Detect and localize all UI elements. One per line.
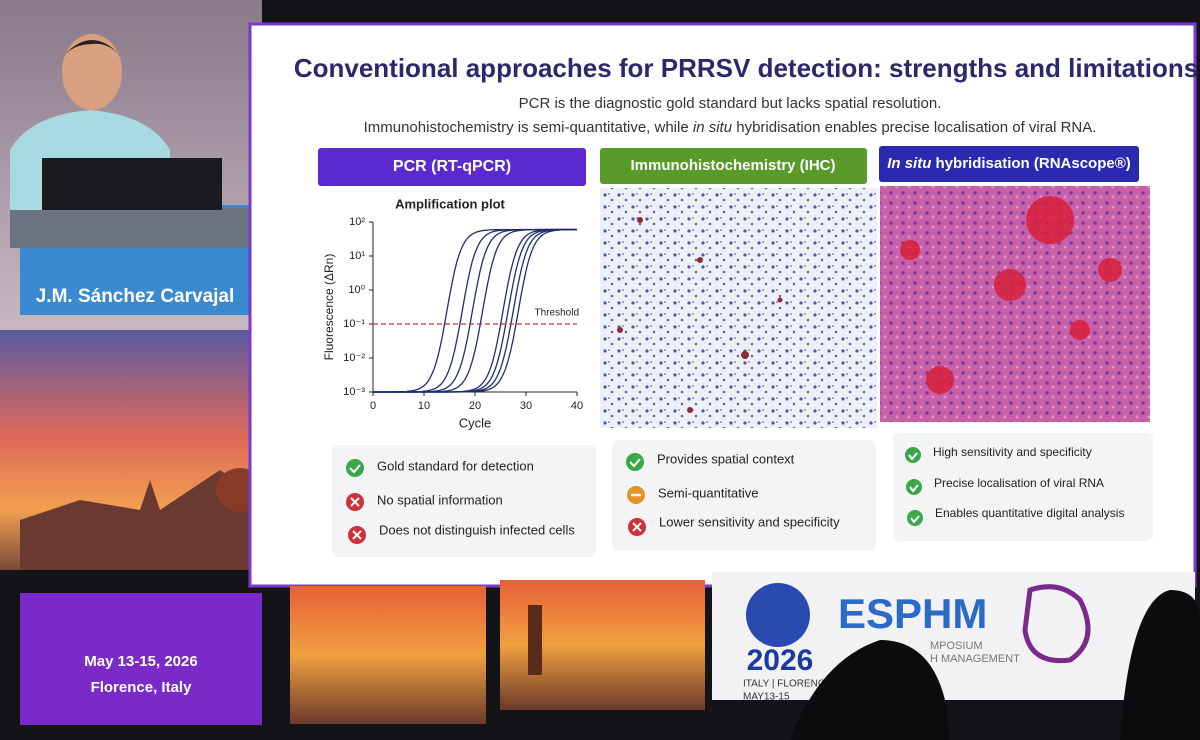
bullet: Does not distinguish infected cells	[379, 522, 575, 537]
amplification-plot: Amplification plot Cycle Fluorescence (ΔRn…	[322, 196, 583, 430]
check-mark	[910, 515, 920, 524]
y-tick-label: 10⁻²	[343, 352, 365, 364]
y-tick-label: 10²	[349, 216, 365, 228]
check-icon	[905, 447, 921, 463]
bullet: Precise localisation of viral RNA	[934, 476, 1104, 490]
logo-name: ESPHM	[838, 590, 987, 637]
city-photo	[290, 586, 486, 724]
audience-head	[1120, 590, 1200, 740]
column-header	[318, 148, 586, 186]
bullet-box	[612, 440, 876, 550]
x-tick-label: 20	[469, 400, 481, 412]
logo-place: ITALY | FLORENCE	[743, 679, 832, 690]
speaker-name: J.M. Sánchez Carvajal	[36, 286, 235, 307]
ish-signal	[900, 196, 1122, 394]
slide-title: Conventional approaches for PRRSV detect…	[294, 53, 1198, 83]
header-part: hybridisation (RNAscope®)	[931, 155, 1130, 172]
y-tick-label: 10¹	[349, 250, 365, 262]
ish-image	[880, 186, 1150, 422]
event-place: Florence, Italy	[91, 679, 193, 696]
speaker-head	[62, 34, 122, 110]
cross-mark	[632, 522, 642, 532]
x-axis-label: Cycle	[459, 415, 492, 430]
podium-top	[10, 208, 250, 248]
skyline	[20, 470, 262, 570]
column-header-text: In situ hybridisation (RNAscope®)	[887, 155, 1131, 172]
check-icon	[906, 479, 922, 495]
ihc-stain	[617, 217, 783, 413]
date-panel	[20, 593, 262, 725]
check-mark	[629, 458, 641, 468]
subtitle: Immunohistochemistry is semi-quantitativ…	[364, 119, 1097, 136]
x-tick-label: 30	[520, 400, 532, 412]
bullet: Semi-quantitative	[658, 485, 758, 500]
logo-sub: MPOSIUM	[930, 640, 983, 652]
subtitle-part: hybridisation enables precise localisati…	[732, 119, 1096, 136]
y-tick-label: 10⁻¹	[343, 318, 365, 330]
y-tick-label: 10⁻³	[343, 386, 365, 398]
bullet: Lower sensitivity and specificity	[659, 514, 840, 529]
amplification-curve	[373, 228, 577, 393]
eu-logo	[746, 583, 810, 647]
column-header	[600, 148, 867, 184]
cross-mark	[352, 530, 362, 540]
column-header-text: Immunohistochemistry (IHC)	[630, 157, 835, 174]
subtitle: PCR is the diagnostic gold standard but …	[519, 95, 942, 112]
plot-title: Amplification plot	[395, 196, 505, 211]
bullet-box	[332, 445, 596, 557]
event-dates: May 13-15, 2026	[84, 653, 197, 670]
logo-sub: H MANAGEMENT	[930, 653, 1020, 665]
logo-dates: MAY13-15	[743, 692, 790, 703]
check-icon	[907, 510, 923, 526]
check-mark	[908, 452, 918, 461]
x-tick-label: 10	[418, 400, 430, 412]
x-tick-label: 40	[571, 400, 583, 412]
tower	[528, 605, 542, 675]
header-part: In situ	[887, 155, 931, 172]
monitor	[42, 158, 222, 210]
ihc-image	[600, 188, 877, 428]
y-axis-label: Fluorescence (ΔRn)	[322, 254, 336, 361]
subtitle-part: Immunohistochemistry is semi-quantitativ…	[364, 119, 693, 136]
check-icon	[626, 453, 644, 471]
check-icon	[346, 459, 364, 477]
threshold-label: Threshold	[535, 308, 579, 319]
column-header-text: PCR (RT-qPCR)	[393, 158, 511, 175]
bullet: Provides spatial context	[657, 451, 795, 466]
column-header	[879, 146, 1139, 182]
check-mark	[909, 484, 919, 493]
audience-head	[790, 640, 950, 740]
bullet-box	[893, 433, 1153, 541]
y-tick-label: 10⁰	[348, 284, 365, 296]
bullet: High sensitivity and specificity	[933, 445, 1092, 459]
logo-year: 2026	[747, 644, 814, 677]
subtitle-part: in situ	[693, 119, 733, 136]
speaker-hair	[60, 40, 124, 60]
bullet: Enables quantitative digital analysis	[935, 506, 1124, 520]
pig-logo	[1022, 584, 1091, 664]
x-tick-label: 0	[370, 400, 376, 412]
bullet: No spatial information	[377, 492, 503, 507]
check-mark	[349, 464, 361, 474]
cross-mark	[350, 497, 360, 507]
bullet: Gold standard for detection	[377, 458, 534, 473]
